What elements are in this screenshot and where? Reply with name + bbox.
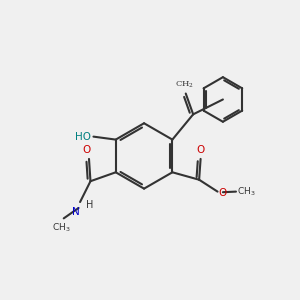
Text: O: O	[82, 146, 90, 155]
Text: HO: HO	[75, 132, 91, 142]
Text: $\mathregular{CH_3}$: $\mathregular{CH_3}$	[52, 222, 71, 234]
Text: O: O	[196, 146, 205, 155]
Text: $\mathregular{CH_2}$: $\mathregular{CH_2}$	[175, 80, 194, 90]
Text: O: O	[218, 188, 226, 198]
Text: N: N	[72, 207, 80, 218]
Text: H: H	[86, 200, 93, 210]
Text: $\mathregular{CH_3}$: $\mathregular{CH_3}$	[238, 185, 256, 198]
